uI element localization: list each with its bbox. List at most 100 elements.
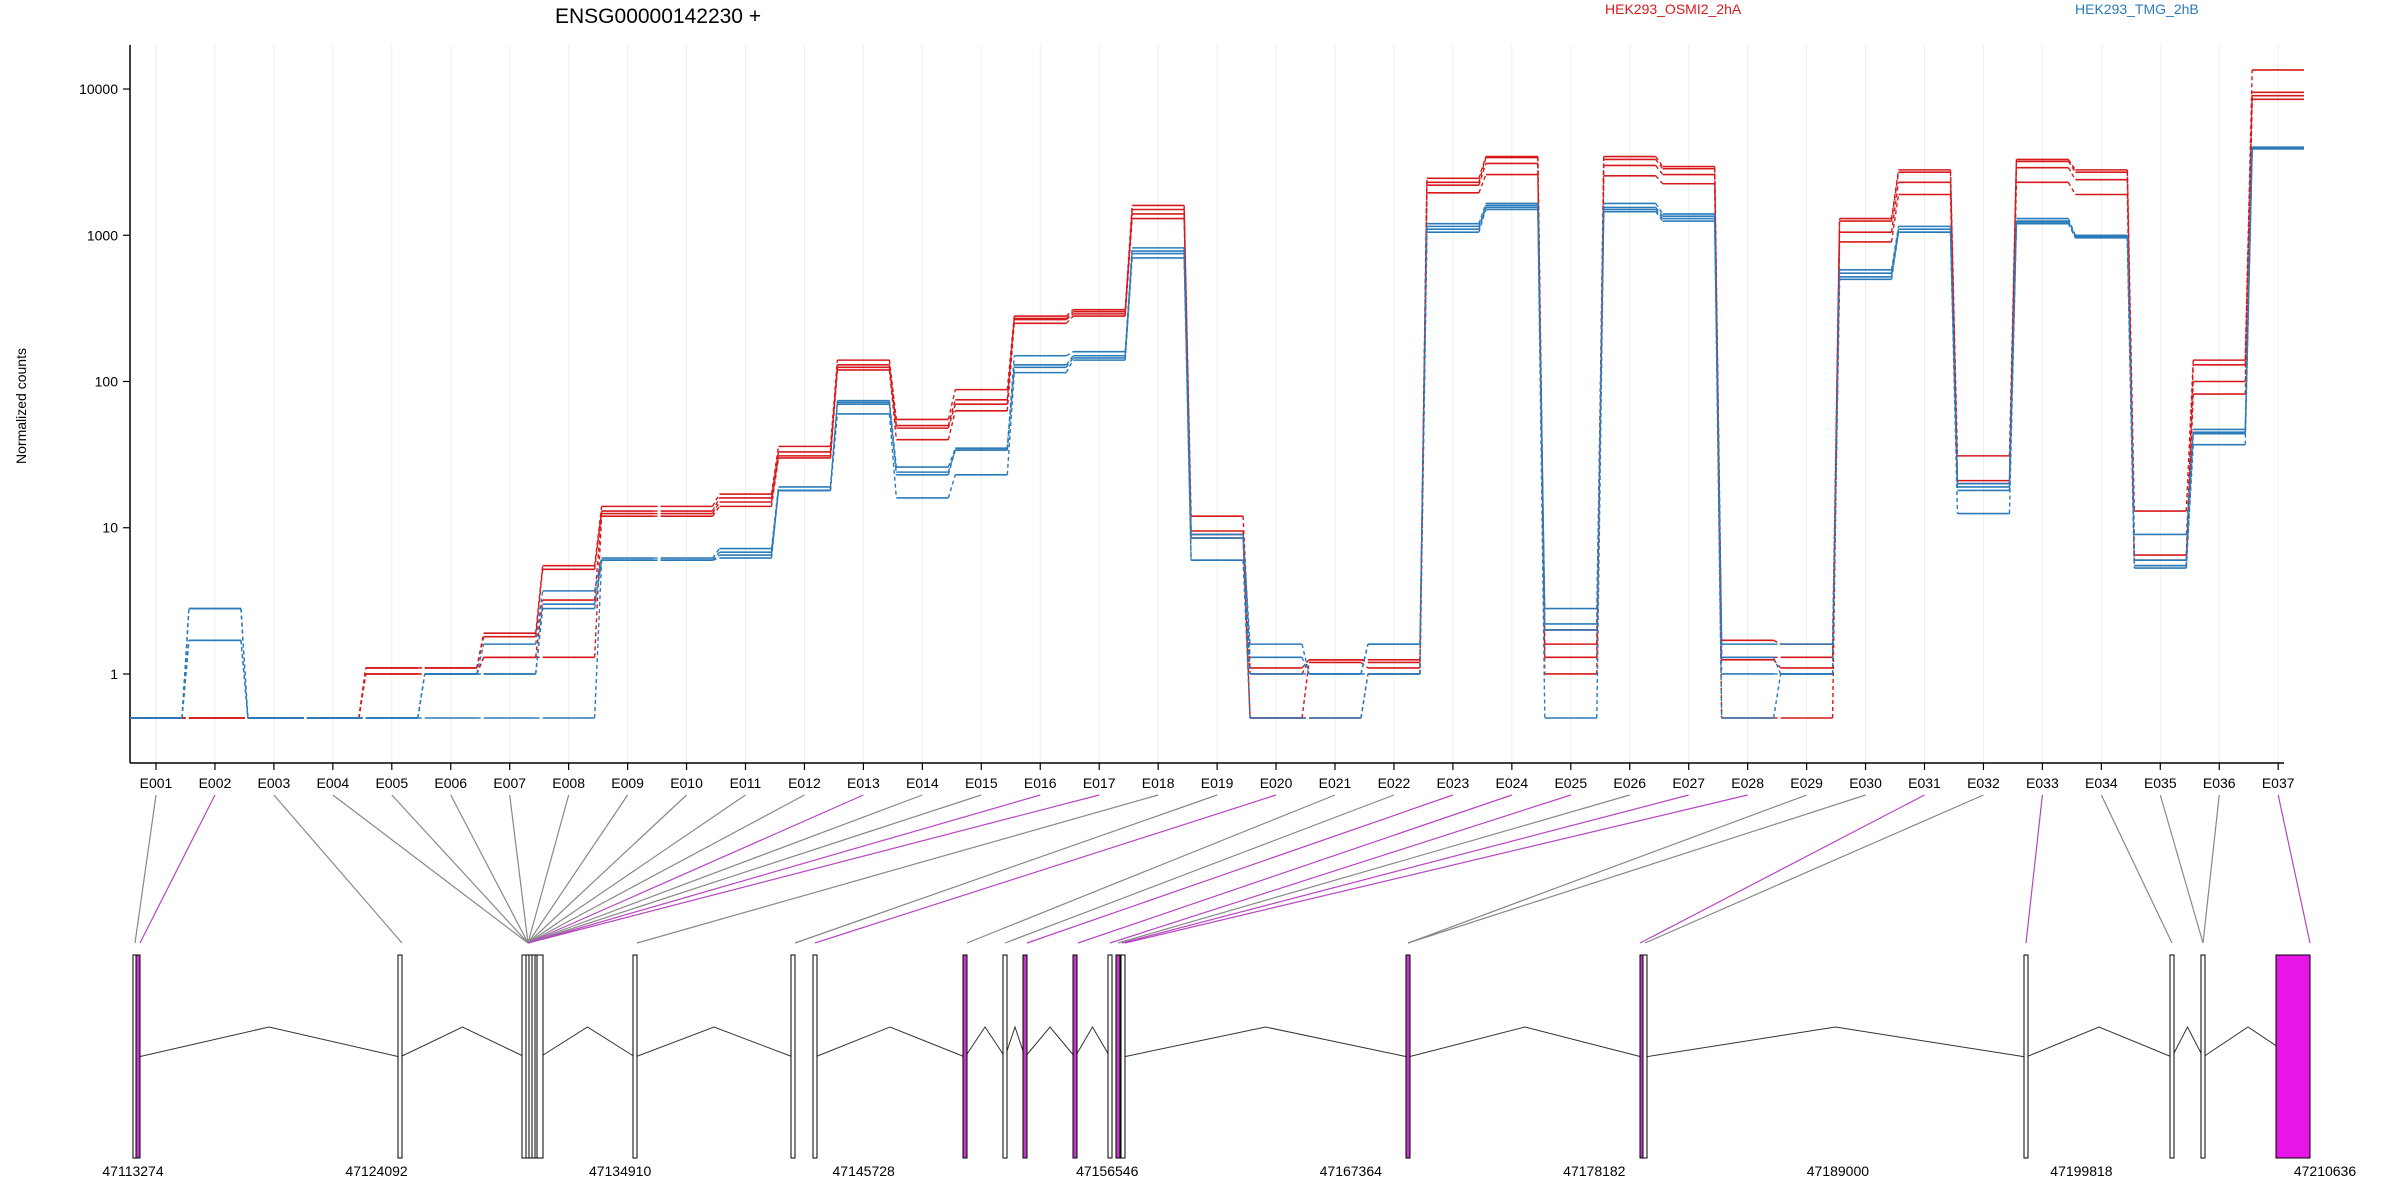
x-tick-label-E013: E013 (847, 775, 880, 791)
connector-E023 (1026, 794, 1454, 944)
series-transition-blue-7-7 (535, 608, 544, 675)
series-transition-blue-8-34 (2126, 237, 2135, 569)
coord-label-10: 47210636 (2294, 1163, 2357, 1179)
series-transition-blue-8-17 (1124, 257, 1133, 361)
series-transition-blue-6-23 (1478, 205, 1487, 227)
series-transition-red-1-33 (2067, 159, 2076, 171)
x-tick-label-E002: E002 (199, 775, 232, 791)
x-tick-label-E022: E022 (1378, 775, 1411, 791)
x-tick-label-E031: E031 (1908, 775, 1941, 791)
x-tick-label-E003: E003 (258, 775, 291, 791)
series-transition-blue-5-20 (1301, 643, 1310, 675)
series-transition-blue-5-10 (711, 548, 721, 559)
intron-12 (1644, 1026, 2027, 1058)
coord-label-9: 47199818 (2050, 1163, 2113, 1179)
x-tick-label-E016: E016 (1024, 775, 1057, 791)
series-transition-red-4-30 (1890, 194, 1900, 243)
series-transition-red-4-11 (770, 457, 780, 507)
series-transition-red-4-12 (829, 369, 839, 459)
series-transition-blue-8-16 (1065, 359, 1074, 373)
series-transition-red-2-30 (1890, 172, 1900, 222)
series-transition-red-2-33 (2067, 161, 2076, 173)
connector-E029 (1407, 794, 1807, 944)
series-transition-blue-7-24 (1537, 207, 1546, 630)
connector-E005 (391, 794, 529, 944)
series-transition-red-2-16 (1065, 311, 1074, 319)
series-transition-blue-8-24 (1537, 209, 1546, 719)
series-transition-red-2-21 (1360, 659, 1369, 664)
x-tick-label-E017: E017 (1083, 775, 1116, 791)
x-tick-label-E011: E011 (730, 775, 762, 791)
x-tick-label-E010: E010 (670, 775, 703, 791)
series-transition-blue-7-36 (2244, 148, 2253, 434)
x-tick-label-E030: E030 (1849, 775, 1882, 791)
connector-E036 (2202, 794, 2220, 944)
series-transition-blue-6-19 (1242, 538, 1251, 658)
series-transition-blue-5-14 (947, 447, 956, 468)
series-transition-blue-8-31 (1949, 232, 1959, 514)
series-transition-red-3-21 (1360, 661, 1369, 669)
connector-E031 (1639, 794, 1925, 944)
series-blue-8 (130, 148, 2304, 719)
y-tick-label-10000: 10000 (79, 81, 118, 97)
intron-13 (2025, 1026, 2173, 1058)
connector-E012 (527, 794, 805, 944)
x-tick-label-E018: E018 (1142, 775, 1175, 791)
series-transition-blue-5-16 (1065, 351, 1074, 357)
connector-E027 (1121, 794, 1689, 944)
series-transition-red-3-23 (1478, 163, 1487, 186)
coord-label-7: 47178182 (1563, 1163, 1626, 1179)
series-transition-blue-8-19 (1242, 560, 1251, 719)
series-transition-blue-5-23 (1478, 203, 1487, 224)
series-transition-red-2-23 (1478, 157, 1487, 183)
x-tick-label-E006: E006 (434, 775, 467, 791)
series-transition-blue-5-24 (1537, 203, 1546, 609)
series-transition-blue-7-18 (1183, 253, 1192, 561)
gene-exon-9 (536, 954, 544, 1159)
series-transition-blue-5-33 (2067, 218, 2076, 236)
x-tick-label-E037: E037 (2262, 775, 2295, 791)
connector-E021 (966, 794, 1336, 944)
chart-title: ENSG00000142230 + (555, 5, 761, 28)
series-transition-blue-8-13 (888, 413, 898, 498)
gene-exon-17 (1107, 954, 1113, 1159)
series-transition-red-4-36 (2244, 99, 2253, 395)
series-transition-red-4-17 (1124, 218, 1133, 317)
connector-E016 (527, 794, 1041, 944)
intron-1 (137, 1026, 401, 1058)
series-transition-blue-7-23 (1478, 207, 1487, 230)
connector-E018 (636, 794, 1159, 944)
series-transition-blue-8-36 (2244, 148, 2253, 445)
series-transition-red-4-16 (1065, 315, 1074, 324)
coord-label-5: 47156546 (1076, 1163, 1139, 1179)
series-transition-blue-6-14 (947, 449, 956, 473)
coord-label-6: 47167364 (1320, 1163, 1383, 1179)
intron-10 (1122, 1026, 1409, 1058)
connector-E001 (134, 794, 157, 944)
series-transition-red-1-11 (770, 446, 780, 495)
legend-label-red: HEK293_OSMI2_2hA (1605, 1, 1742, 17)
series-transition-red-2-7 (535, 569, 544, 637)
series-transition-red-2-8 (593, 510, 603, 570)
x-tick-label-E019: E019 (1201, 775, 1234, 791)
series-transition-blue-5-6 (476, 643, 485, 675)
series-transition-red-4-33 (2067, 182, 2076, 195)
series-transition-red-3-20 (1301, 662, 1310, 719)
y-tick-label-10: 10 (102, 520, 118, 536)
series-transition-red-4-10 (711, 505, 721, 517)
x-tick-label-E025: E025 (1554, 775, 1587, 791)
x-tick-label-E033: E033 (2026, 775, 2059, 791)
series-transition-blue-6-1 (181, 608, 190, 719)
x-tick-label-E015: E015 (965, 775, 998, 791)
series-transition-blue-8-25 (1596, 211, 1605, 719)
connector-E002 (139, 794, 216, 944)
intron-8 (1024, 1026, 1076, 1058)
x-tick-label-E007: E007 (493, 775, 526, 791)
gene-exon-14 (1002, 954, 1008, 1159)
series-transition-blue-8-18 (1183, 257, 1192, 561)
x-tick-label-E012: E012 (788, 775, 821, 791)
series-transition-blue-8-14 (947, 474, 956, 499)
series-transition-blue-8-30 (1890, 232, 1900, 280)
